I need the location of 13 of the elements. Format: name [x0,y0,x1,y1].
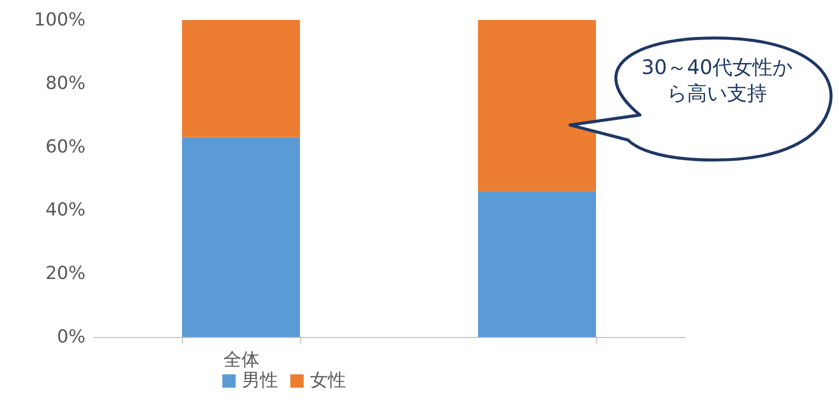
y-tick-label: 40% [45,200,86,221]
legend-label: 女性 [310,370,346,391]
bar [182,20,300,138]
legend-label: 男性 [242,370,278,391]
x-tick-label: 全体 [224,350,260,370]
y-tick-label: 100% [34,10,86,30]
y-tick-label: 60% [45,136,86,158]
y-tick-label: 80% [45,72,86,94]
bar [478,191,596,337]
bar [182,137,300,337]
y-tick-label: 20% [45,263,86,284]
annotation: 30～40代女性から高い支持 [640,54,794,106]
y-tick-label: 0% [56,326,86,348]
